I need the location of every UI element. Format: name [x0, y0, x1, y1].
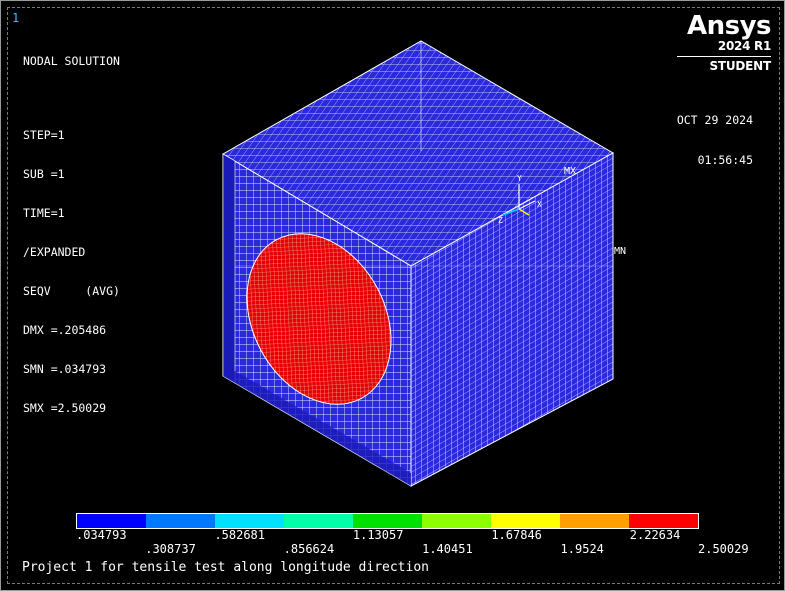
- ansys-logo: Ansys 2024 R1 STUDENT: [667, 11, 772, 73]
- axis-y-label: Y: [517, 174, 522, 183]
- dmx-value: DMX =.205486: [23, 323, 107, 337]
- axis-x-label: X: [537, 200, 542, 209]
- legend-tick-label: 1.40451: [422, 542, 473, 556]
- legend-tick-label: 1.67846: [491, 528, 542, 542]
- legend-tick-label: .034793: [76, 528, 127, 542]
- cube-edge-band: [223, 371, 411, 486]
- contour-legend: [76, 513, 699, 529]
- time-value: TIME=1: [23, 206, 65, 220]
- logo-divider: [677, 56, 771, 57]
- legend-band: [422, 514, 491, 528]
- legend-tick-label: 1.13057: [352, 528, 404, 542]
- legend-band: [353, 514, 422, 528]
- logo-word: Ansys: [686, 11, 772, 41]
- legend-band: [284, 514, 353, 528]
- legend-tick-label: 1.9524: [560, 542, 604, 556]
- stress-hot-region[interactable]: [218, 209, 419, 430]
- logo-release: 2024 R1: [717, 39, 771, 53]
- expanded-flag: /EXPANDED: [23, 245, 86, 259]
- legend-band: [560, 514, 629, 528]
- legend-tick-label: .308737: [145, 542, 196, 556]
- legend-band: [146, 514, 215, 528]
- axis-triad: Y X Z: [498, 174, 542, 225]
- legend-band: [491, 514, 560, 528]
- legend-band: [629, 514, 698, 528]
- timestamp-time: 01:56:45: [697, 153, 753, 167]
- result-type: SEQV (AVG): [23, 284, 120, 298]
- timestamp: OCT 29 2024 01:56:45: [665, 88, 753, 194]
- logo-edition: STUDENT: [709, 59, 771, 73]
- substep-value: SUB =1: [23, 167, 65, 181]
- max-marker: MX: [564, 166, 577, 177]
- legend-tick-label: 2.50029: [698, 542, 749, 556]
- plot-caption: Project 1 for tensile test along longitu…: [22, 560, 429, 575]
- timestamp-date: OCT 29 2024: [676, 113, 753, 127]
- window-number: 1: [12, 11, 20, 25]
- min-marker: MN: [614, 246, 627, 257]
- legend-band: [77, 514, 146, 528]
- axis-z-label: Z: [498, 216, 503, 225]
- step-value: STEP=1: [23, 128, 65, 142]
- smx-value: SMX =2.50029: [23, 401, 107, 415]
- cube-edge-band: [222, 153, 236, 384]
- legend-tick-label: .856624: [283, 542, 335, 556]
- legend-tick-label: 2.22634: [629, 528, 681, 542]
- legend-band: [215, 514, 284, 528]
- smn-value: SMN =.034793: [23, 362, 107, 376]
- solution-title: NODAL SOLUTION: [23, 54, 120, 68]
- legend-tick-label: .582681: [214, 528, 266, 542]
- solution-info: NODAL SOLUTION STEP=1 SUB =1 TIME=1 /EXP…: [23, 29, 120, 441]
